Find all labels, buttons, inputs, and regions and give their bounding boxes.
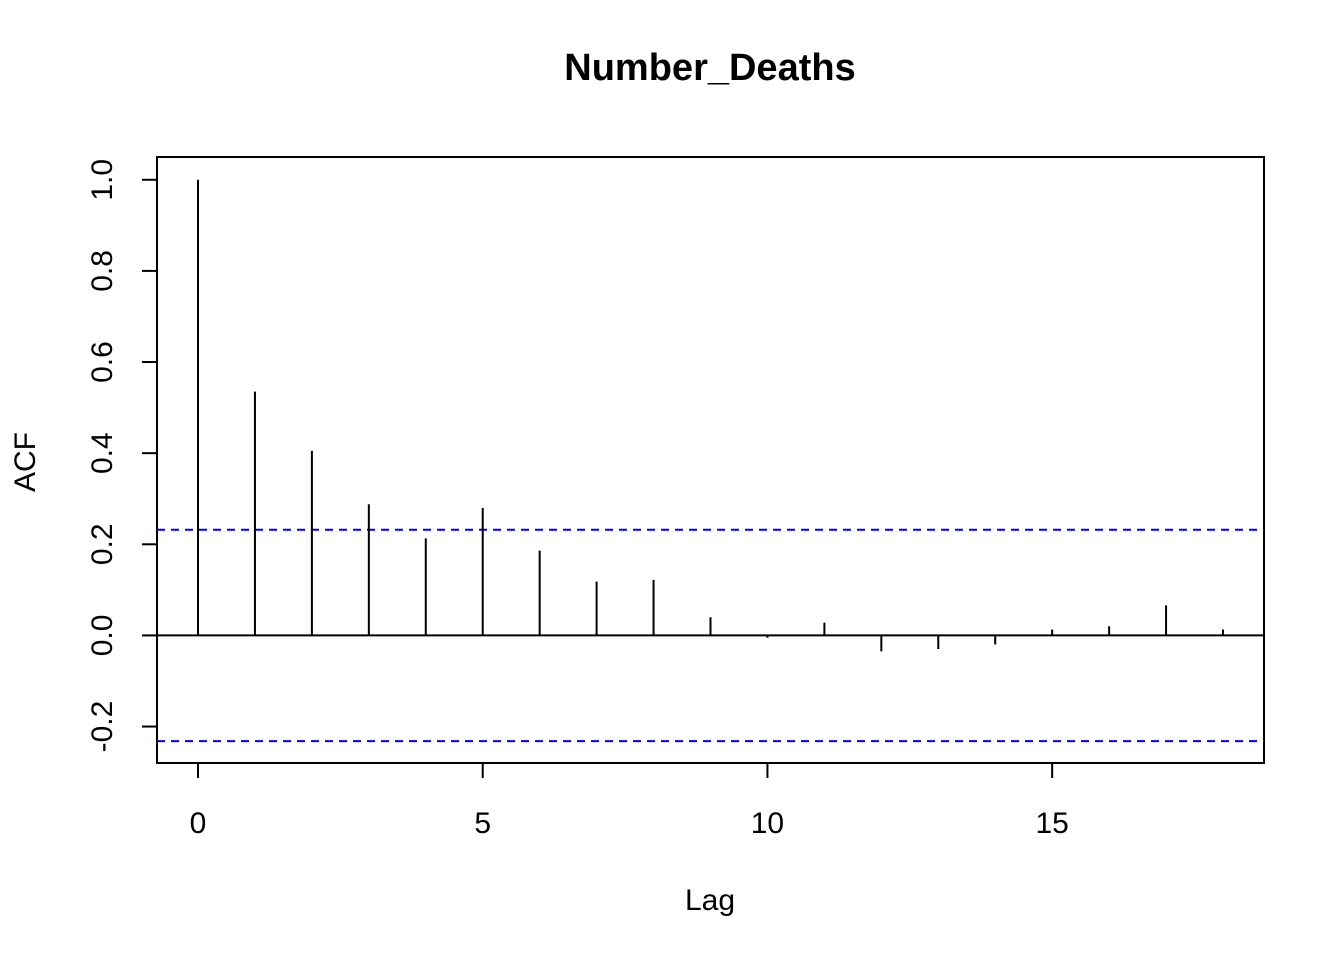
y-tick-label: 0.8	[86, 250, 119, 292]
y-tick-label: 0.4	[86, 432, 119, 474]
plot-frame	[156, 156, 1265, 764]
y-tick-label: 0.6	[86, 341, 119, 383]
y-tick-label: -0.2	[86, 701, 119, 753]
y-tick-label: 0.2	[86, 523, 119, 565]
x-tick-label: 10	[751, 807, 784, 840]
confidence-band	[157, 528, 1264, 743]
x-tick-label: 0	[190, 807, 207, 840]
acf-spikes	[197, 179, 1224, 652]
y-tick-label: 1.0	[86, 159, 119, 201]
x-tick-label: 15	[1035, 807, 1068, 840]
chart-title: Number_Deaths	[564, 47, 855, 89]
x-tick-label: 5	[474, 807, 491, 840]
y-axis: -0.2 0.0 0.2 0.4 0.6 0.8 1.0	[86, 159, 158, 753]
x-axis-label: Lag	[685, 884, 735, 917]
x-axis: 0 5 10 15	[190, 762, 1069, 840]
y-axis-label: ACF	[9, 432, 42, 492]
y-tick-label: 0.0	[86, 615, 119, 657]
